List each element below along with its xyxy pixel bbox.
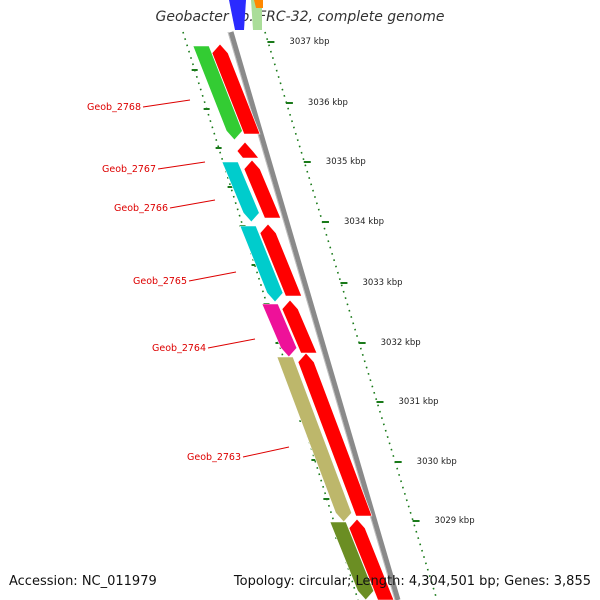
gene-label-leader [188, 271, 237, 282]
gene-label-leader [242, 446, 290, 458]
genome-summary: Topology: circular; Length: 4,304,501 bp… [233, 574, 591, 589]
gene-label: Geob_2768 [87, 102, 141, 113]
reverse-gene-geob_2765 [239, 225, 284, 303]
reverse-gene-geob_2768 [192, 45, 243, 141]
top-partial-feature-orange [254, 0, 263, 8]
forward-gene-arrow [243, 159, 282, 219]
top-partial-feature-blue [229, 0, 246, 30]
scale-tick-label: 3032 kbp [381, 338, 421, 348]
forward-gene-arrow [236, 141, 260, 159]
scale-tick-label: 3034 kbp [344, 217, 384, 227]
scale-tick-label: 3030 kbp [417, 457, 457, 467]
forward-gene-arrow [297, 352, 373, 517]
forward-gene-arrow [348, 518, 395, 600]
reverse-gene-unlabeled [329, 521, 375, 600]
gene-label-leader [207, 338, 256, 349]
gene-label: Geob_2766 [114, 203, 168, 214]
scale-tick-label: 3031 kbp [399, 397, 439, 407]
gene-label: Geob_2767 [102, 164, 156, 175]
gene-label: Geob_2765 [133, 276, 187, 287]
scale-tick-label: 3033 kbp [362, 278, 402, 288]
gene-label-leader [142, 99, 191, 108]
gene-label-leader [169, 199, 216, 209]
scale-tick-label: 3029 kbp [435, 516, 475, 526]
reverse-gene-geob_2764 [261, 303, 298, 358]
forward-gene-arrow [211, 43, 261, 135]
accession-label: Accession: NC_011979 [9, 574, 157, 589]
gene-label: Geob_2763 [187, 452, 241, 463]
scale-tick-label: 3037 kbp [289, 37, 329, 47]
reverse-gene-geob_2766 [221, 161, 260, 223]
reverse-gene-geob_2763 [276, 356, 353, 523]
genome-backbone [228, 31, 401, 600]
scale-tick-label: 3035 kbp [326, 157, 366, 167]
map-title: Geobacter sp. FRC-32, complete genome [155, 9, 445, 25]
scale-tick-label: 3036 kbp [308, 98, 348, 108]
forward-gene-arrow [259, 223, 303, 297]
gene-label-leader [157, 161, 206, 170]
gene-label: Geob_2764 [152, 343, 206, 354]
forward-gene-arrow [281, 299, 318, 354]
